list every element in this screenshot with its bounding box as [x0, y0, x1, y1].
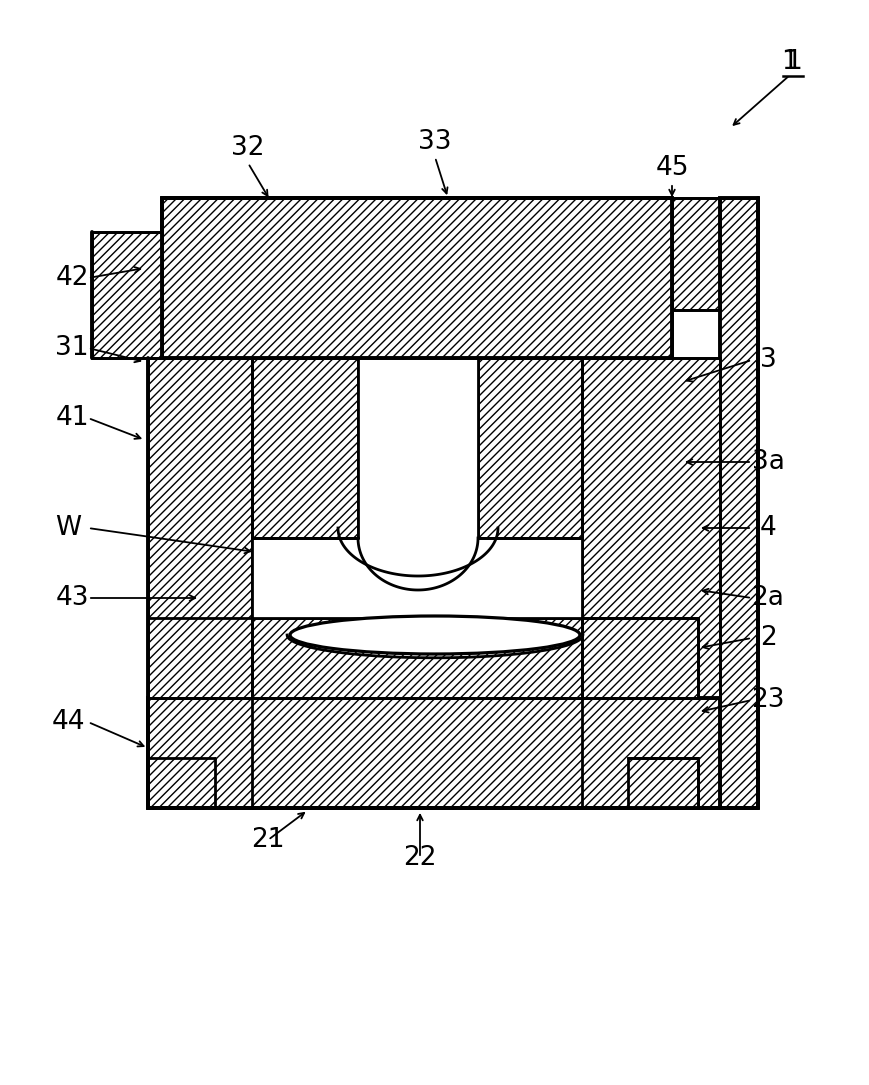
Bar: [478, 358, 582, 538]
Text: 1: 1: [781, 49, 799, 75]
Bar: [672, 197, 720, 310]
Text: 2: 2: [760, 625, 776, 651]
Text: 22: 22: [403, 845, 437, 871]
Text: 33: 33: [418, 129, 452, 155]
Bar: [582, 618, 698, 698]
Text: 41: 41: [56, 405, 89, 431]
Text: 21: 21: [251, 827, 285, 853]
Bar: [628, 758, 698, 808]
Bar: [252, 618, 582, 698]
Text: 4: 4: [760, 515, 776, 541]
Text: 44: 44: [51, 709, 85, 735]
Bar: [358, 358, 478, 618]
Ellipse shape: [290, 616, 580, 654]
Text: W: W: [55, 515, 81, 541]
Bar: [92, 232, 162, 358]
Text: 31: 31: [56, 335, 89, 361]
Text: 45: 45: [655, 155, 689, 181]
Bar: [148, 698, 720, 808]
Polygon shape: [338, 528, 498, 618]
Text: 42: 42: [56, 265, 89, 291]
Bar: [252, 538, 582, 618]
Polygon shape: [358, 538, 478, 618]
Text: 3: 3: [760, 347, 776, 373]
Bar: [162, 197, 672, 358]
Text: 3a: 3a: [752, 449, 785, 475]
Bar: [582, 358, 720, 808]
Text: 2a: 2a: [752, 585, 785, 611]
Bar: [720, 197, 758, 808]
Text: 1: 1: [785, 49, 801, 75]
Text: 23: 23: [751, 687, 785, 713]
Bar: [252, 358, 358, 538]
Bar: [148, 618, 252, 698]
Bar: [148, 358, 252, 808]
Text: 43: 43: [56, 585, 89, 611]
Text: 32: 32: [231, 135, 265, 161]
